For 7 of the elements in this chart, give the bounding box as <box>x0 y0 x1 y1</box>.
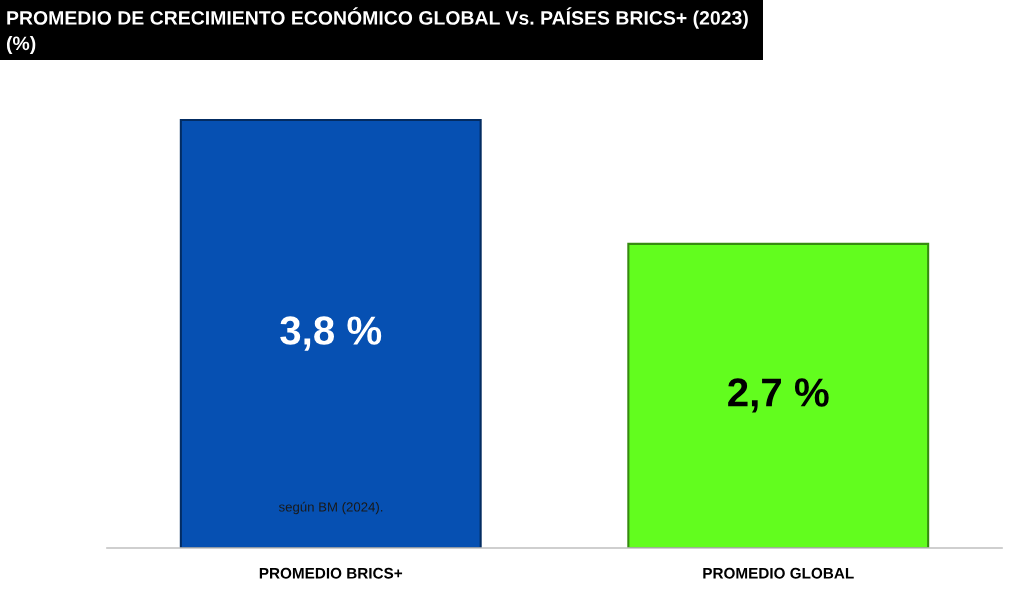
annotation: según BM (2024). <box>278 501 383 515</box>
data-label: 3,8 % <box>280 316 382 351</box>
data-label: 2,7 % <box>728 378 829 413</box>
chart-subtitle: (%) <box>6 35 36 55</box>
x-tick-label: PROMEDIO BRICS+ <box>259 567 403 579</box>
chart-title: PROMEDIO DE CRECIMIENTO ECONÓMICO GLOBAL Vs. PAÍSES BRICS+ (2023) <box>7 7 748 29</box>
x-tick-label: PROMEDIO GLOBAL <box>703 567 854 579</box>
